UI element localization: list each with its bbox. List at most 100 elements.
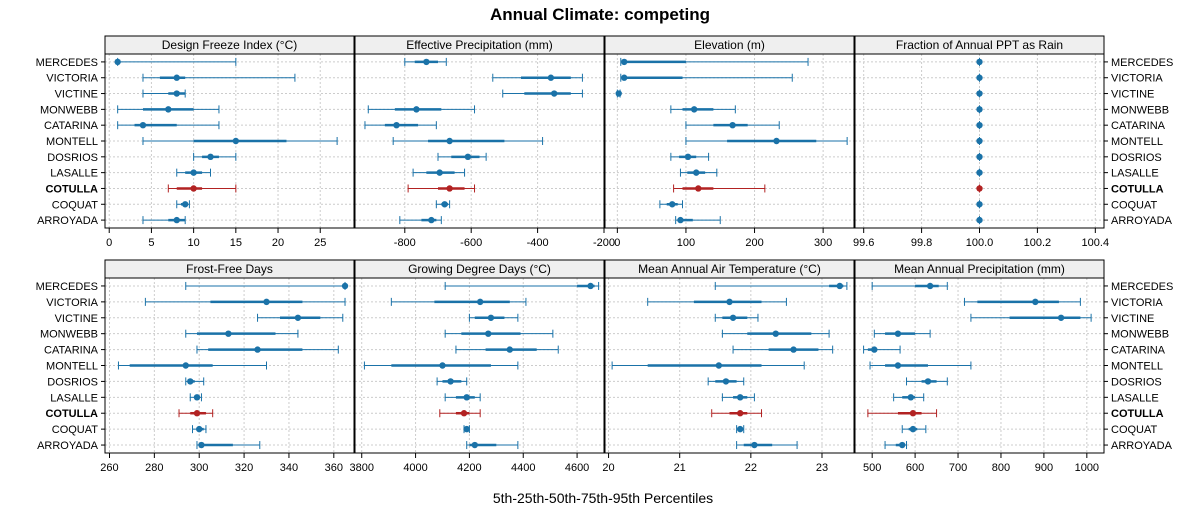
median-point [506,346,513,353]
panel-title: Fraction of Annual PPT as Rain [896,38,1063,52]
x-tick-label: -800 [394,237,416,249]
y-tick-label: MONWEBB [40,329,98,341]
series-victine [970,313,1092,322]
series-victine [615,89,622,98]
x-tick-label: 0 [614,237,620,249]
y-tick-label: COQUAT [52,424,99,436]
series-arroyada [675,216,721,225]
y-tick-label: DOSRIOS [1111,376,1162,388]
y-tick-label: COTULLA [45,183,98,195]
y-tick-label: VICTORIA [46,73,98,85]
series-cotulla [178,409,214,418]
series-dosrios [436,377,468,386]
median-point [621,58,628,66]
median-point [976,169,983,176]
median-point [446,137,453,145]
median-point [487,314,495,321]
y-tick-label: DOSRIOS [47,152,98,164]
series-dosrios [670,152,710,161]
series-lasalle [679,168,718,177]
series-dosrios [437,152,487,161]
series-arroyada [399,216,442,225]
y-tick-label: MERCEDES [36,57,98,69]
median-point [736,394,744,401]
panel-7: Mean Annual Air Temperature (°C) 20 21 22 23 [602,259,855,474]
median-point [722,378,730,385]
x-tick-label: 4200 [457,462,481,474]
median-point [165,106,172,113]
x-tick-label: 900 [1035,462,1053,474]
median-point [439,362,446,369]
x-tick-label: 4400 [511,462,535,474]
median-point [139,121,147,129]
median-point [471,441,478,449]
y-tick-label: VICTORIA [46,297,98,309]
panel-frame [354,53,605,229]
panel-8: Mean Annual Precipitation (mm) 500 600 700 8… [854,259,1173,474]
median-point [909,410,917,417]
series-arroyada [196,441,261,450]
series-dosrios [707,377,745,386]
series-monwebb [976,105,983,114]
median-point [621,74,628,81]
x-tick-label: 99.8 [911,237,932,249]
panel-title: Mean Annual Precipitation (mm) [894,262,1065,276]
y-tick-label: COQUAT [1111,199,1158,211]
x-tick-label: 260 [100,462,118,474]
series-cotulla [976,184,983,193]
series-montell [869,361,972,370]
series-coquat [976,200,983,209]
series-dosrios [193,152,237,161]
series-dosrios [185,377,205,386]
y-tick-label: MERCEDES [1111,57,1173,69]
series-lasalle [444,393,481,402]
median-point [729,314,737,321]
x-tick-label: 25 [314,237,326,249]
median-point [207,153,214,161]
series-montell [685,137,848,145]
series-monwebb [185,329,299,338]
series-arroyada [884,441,908,450]
y-tick-label: MONTELL [46,361,98,373]
x-tick-label: 4000 [403,462,427,474]
median-point [677,216,684,224]
median-point [173,90,180,97]
median-point [463,394,470,401]
median-point [693,169,700,176]
y-tick-label: CATARINA [44,120,99,132]
median-point [669,201,676,208]
series-monwebb [873,329,931,338]
x-tick-label: 4600 [565,462,589,474]
y-tick-label: CATARINA [1111,120,1166,132]
panel-title: Frost-Free Days [186,262,273,276]
panels: Design Freeze Index (°C) 0 5 10 15 20 25 MERCED… [36,35,1173,474]
median-point [772,330,779,337]
series-lasalle [893,393,925,402]
median-point [684,153,692,161]
series-victoria [492,73,583,82]
median-point [294,314,302,321]
median-point [551,90,558,97]
x-tick-label: 500 [863,462,881,474]
series-cotulla [407,184,476,193]
median-point [715,362,723,369]
median-point [182,362,189,369]
median-point [476,298,484,306]
x-tick-label: 5 [148,237,154,249]
y-tick-label: CATARINA [1111,345,1166,357]
series-catarina [976,121,983,130]
median-point [114,58,121,66]
x-tick-label: 10 [188,237,200,249]
series-victine [142,89,186,98]
median-point [899,441,906,449]
x-tick-label: 100.4 [1082,237,1110,249]
series-victoria [390,297,527,306]
x-tick-label: 600 [906,462,924,474]
series-lasalle [176,168,212,177]
panel-frame [604,277,855,454]
series-catarina [732,345,834,354]
y-tick-label: MONTELL [1111,361,1163,373]
x-tick-label: 300 [814,237,832,249]
series-victine [468,313,519,322]
y-tick-label: MONWEBB [40,104,98,116]
